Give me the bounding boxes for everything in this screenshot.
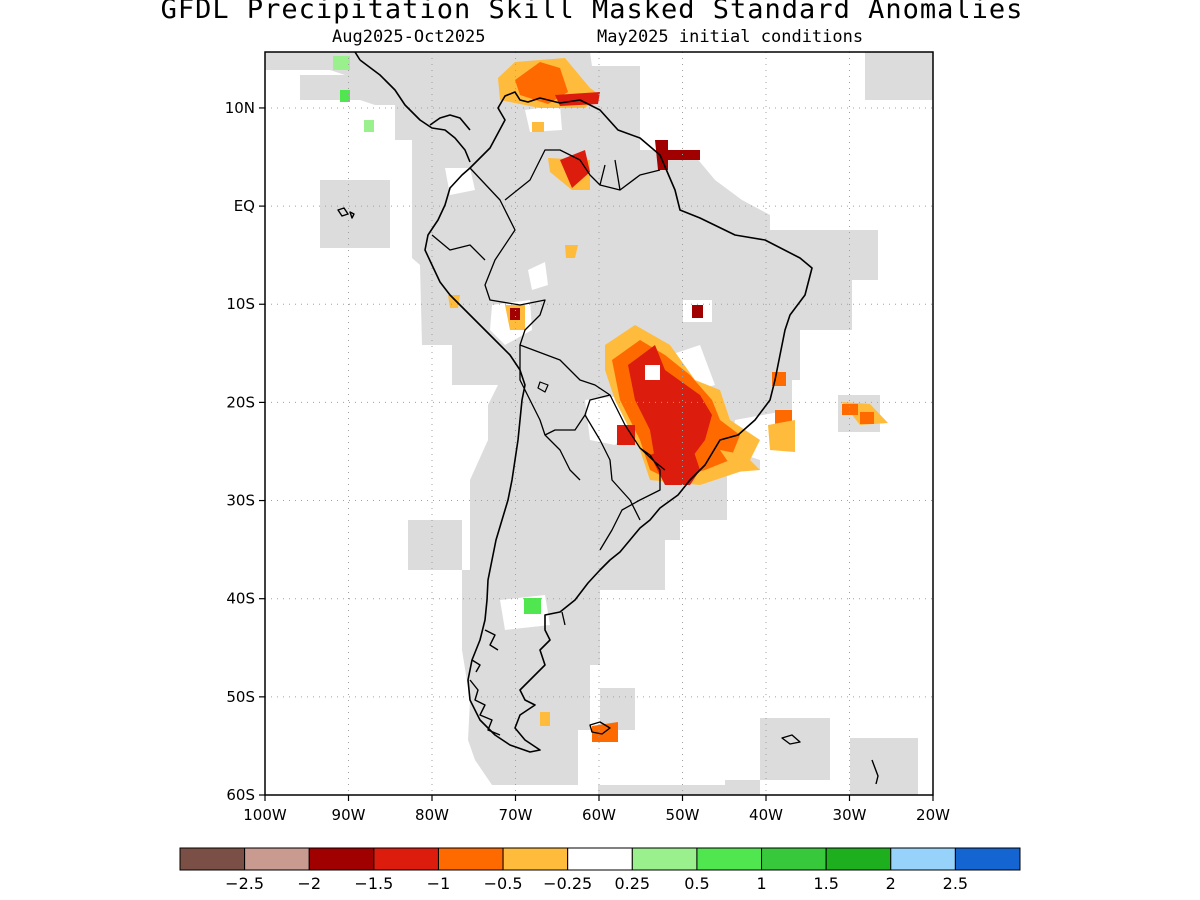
lat-tick-label: 50S: [226, 688, 255, 706]
colorbar-swatch: [308, 847, 375, 871]
central-america-coastline: [354, 52, 471, 163]
colorbar-label: −2.5: [225, 874, 264, 893]
lon-tick-label: 40W: [749, 806, 783, 824]
colorbar-label: 1: [756, 874, 766, 893]
lon-tick-label: 100W: [243, 806, 287, 824]
lat-tick-label: 20S: [226, 393, 255, 411]
forecast-period: Aug2025-Oct2025: [332, 27, 486, 47]
anomaly-patch: [655, 140, 700, 170]
colorbar-swatch: [179, 847, 246, 871]
lat-tick-label: 40S: [226, 590, 255, 608]
anomaly-patch: [842, 404, 858, 415]
colorbar-label: 2: [886, 874, 896, 893]
anomaly-patch: [515, 62, 568, 104]
anomaly-patch: [720, 450, 760, 472]
anomaly-patch: [340, 90, 350, 102]
colorbar-swatch: [631, 847, 698, 871]
anomaly-patch: [448, 295, 460, 308]
anomaly-patch: [645, 365, 660, 380]
lon-tick-label: 30W: [833, 806, 867, 824]
latitude-axis: 10N EQ 10S 20S 30S 40S 50S 60S: [225, 99, 265, 804]
anomaly-patch: [775, 410, 792, 424]
colorbar-swatch: [825, 847, 892, 871]
anomaly-patch: [364, 120, 374, 132]
colorbar-label: 0.5: [684, 874, 709, 893]
lon-tick-label: 50W: [666, 806, 700, 824]
map-field: [265, 52, 933, 795]
south-georgia: [781, 734, 801, 745]
anomaly-patch: [565, 245, 578, 258]
colorbar-swatch: [696, 847, 763, 871]
colorbar-label: −1: [427, 874, 451, 893]
lat-tick-label: 10S: [226, 295, 255, 313]
anomaly-patch: [560, 150, 590, 188]
colorbar-label: −2: [297, 874, 321, 893]
colorbar: −2.5 −2 −1.5 −1 −0.5 −0.25 0.25 0.5 1 1.5 2 2.5: [179, 847, 1021, 893]
anomaly-patch: [860, 412, 874, 424]
anomaly-patch: [650, 440, 700, 485]
lon-tick-label: 80W: [415, 806, 449, 824]
lat-tick-label: 30S: [226, 492, 255, 510]
initial-conditions: May2025 initial conditions: [597, 27, 864, 47]
colorbar-label: 1.5: [813, 874, 838, 893]
lon-tick-label: 60W: [582, 806, 616, 824]
colorbar-label: 2.5: [943, 874, 968, 893]
lon-tick-label: 20W: [916, 806, 950, 824]
unmasked-area: [445, 168, 475, 195]
colorbar-swatch: [761, 847, 827, 871]
colorbar-swatch: [437, 847, 504, 871]
lat-tick-label: 10N: [225, 99, 255, 117]
lon-tick-label: 90W: [332, 806, 366, 824]
galapagos-islands: [337, 207, 355, 219]
colorbar-swatch: [244, 847, 310, 871]
falkland-islands: [589, 721, 611, 735]
lon-tick-label: 70W: [499, 806, 533, 824]
colorbar-label: −0.25: [543, 874, 592, 893]
coastlines: [337, 52, 879, 785]
anomaly-patches: [333, 56, 888, 742]
lake-titicaca: [537, 381, 549, 393]
colorbar-label: −1.5: [354, 874, 393, 893]
colorbar-swatch: [890, 847, 956, 871]
colorbar-swatch: [954, 847, 1021, 871]
colorbar-label: 0.25: [614, 874, 650, 893]
anomaly-patch: [540, 712, 550, 726]
masked-area-dateline: [598, 785, 760, 795]
chile-fjords: [469, 629, 501, 736]
chart-title: GFDL Precipitation Skill Masked Standard…: [160, 0, 1024, 25]
colorbar-swatch: [373, 847, 439, 871]
colorbar-label: −0.5: [484, 874, 523, 893]
anomaly-patch: [768, 420, 795, 452]
anomaly-patch: [524, 598, 541, 614]
south-sandwich-islands: [871, 759, 879, 785]
longitude-axis: 100W 90W 80W 70W 60W 50W 40W 30W 20W: [243, 795, 950, 824]
lat-tick-label: 60S: [226, 786, 255, 804]
anomaly-patch: [510, 308, 520, 320]
anomaly-patch: [333, 56, 350, 70]
anomaly-patch: [617, 425, 635, 445]
anomaly-patch: [692, 305, 703, 318]
country-border: [431, 149, 666, 626]
colorbar-swatch: [502, 847, 569, 871]
lat-tick-label: EQ: [234, 197, 255, 215]
unmasked-area: [528, 262, 548, 290]
anomaly-patch: [532, 122, 544, 132]
colorbar-swatch: [567, 847, 633, 871]
south-america-coastline: [424, 91, 813, 753]
